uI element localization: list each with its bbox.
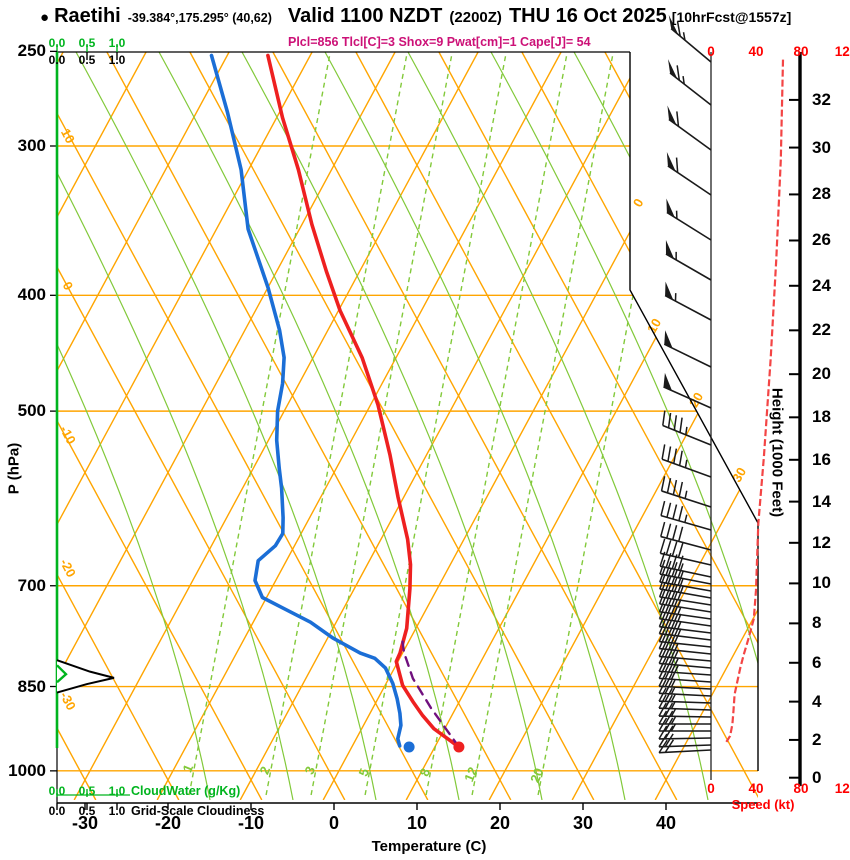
skewt-grid xyxy=(57,52,758,800)
cloudiness-scale-top: 0.5 xyxy=(78,53,96,67)
pressure-tick-label: 400 xyxy=(17,285,46,305)
height-tick-label: 24 xyxy=(812,275,831,295)
cloudiness-scale-bottom: 0.5 xyxy=(78,804,96,818)
height-tick-label: 2 xyxy=(812,729,822,749)
speed-tick-label-bottom: 40 xyxy=(748,781,764,796)
mixing-ratio-label: 20 xyxy=(527,766,546,785)
cloudiness-profile xyxy=(56,659,115,694)
height-tick-label: 12 xyxy=(812,532,831,552)
cloudiness-scale-bottom: 0.0 xyxy=(48,804,66,818)
height-tick-label: 6 xyxy=(812,652,822,672)
height-tick-label: 16 xyxy=(812,449,831,469)
cloudwater-legend: CloudWater (g/Kg) xyxy=(131,784,241,798)
height-tick-label: 30 xyxy=(812,137,831,157)
wind-speed-curve xyxy=(724,59,785,744)
cloudwater-scale-bottom: 0.5 xyxy=(78,784,96,798)
station-name: Raetihi xyxy=(54,5,121,27)
isotherm-label: 10 xyxy=(644,316,664,336)
valid-date: THU 16 Oct 2025 xyxy=(508,5,667,27)
temp-tick-label: -10 xyxy=(237,813,264,833)
mixing-ratio-label: 12 xyxy=(461,765,480,784)
temp-tick-label: 0 xyxy=(328,813,339,833)
cloudwater-scale-top: 0.5 xyxy=(78,36,96,50)
cloudwater-scale-top: 0.0 xyxy=(48,36,66,50)
pressure-tick-label: 250 xyxy=(17,41,46,61)
surface-temperature-dot xyxy=(453,741,465,753)
height-tick-label: 10 xyxy=(812,573,831,593)
station-bullet-icon: ● xyxy=(40,9,50,26)
surface-dewpoint-dot xyxy=(403,741,415,753)
height-tick-label: 26 xyxy=(812,230,831,250)
forecast-note: [10hrFcst@1557z] xyxy=(671,9,792,25)
speed-tick-label-top: 0 xyxy=(707,44,715,59)
cloudwater-scale-bottom: 0.0 xyxy=(48,784,66,798)
mixing-ratio-label: 3 xyxy=(302,764,319,776)
speed-tick-label-bottom: 80 xyxy=(793,781,809,796)
temperature-axis-label: Temperature (C) xyxy=(371,838,487,855)
height-tick-label: 8 xyxy=(812,613,822,633)
pressure-tick-label: 500 xyxy=(17,401,46,421)
station-coords: -39.384°,175.295° (40,62) xyxy=(127,11,272,25)
height-tick-label: 32 xyxy=(812,89,831,109)
wind-barbs xyxy=(658,14,712,754)
mixing-ratio-label: 2 xyxy=(257,764,274,776)
pressure-tick-label: 1000 xyxy=(8,760,46,780)
pressure-tick-label: 850 xyxy=(17,676,46,696)
height-tick-label: 4 xyxy=(812,691,822,711)
pressure-axis-label: P (hPa) xyxy=(5,442,23,495)
parcel-path-curve xyxy=(401,638,461,749)
speed-tick-label-top: 40 xyxy=(748,44,764,59)
speed-tick-label-top: 120 xyxy=(834,44,850,59)
chart-title: ● Raetihi -39.384°,175.295° (40,62) Vali… xyxy=(40,5,791,28)
valid-time: Valid 1100 NZDT xyxy=(287,5,443,27)
temp-tick-label: 10 xyxy=(406,813,428,833)
dry-adiabat-label: -20 xyxy=(57,556,79,580)
height-axis-label: Height (1000 Feet) xyxy=(768,387,786,518)
height-tick-label: 20 xyxy=(812,364,831,384)
height-tick-label: 0 xyxy=(812,767,822,787)
speed-tick-label-bottom: 0 xyxy=(707,781,715,796)
temp-tick-label: 20 xyxy=(489,813,511,833)
speed-axis-label: Speed (kt) xyxy=(731,797,795,812)
temp-tick-label: 40 xyxy=(655,813,677,833)
pressure-tick-label: 300 xyxy=(17,136,46,155)
cloudiness-scale-bottom: 1.0 xyxy=(108,804,126,818)
valid-time-utc: (2200Z) xyxy=(449,9,502,26)
dry-adiabat-label: 10 xyxy=(58,126,78,146)
height-tick-label: 28 xyxy=(812,184,831,204)
isotherm-label: 0 xyxy=(630,196,647,210)
cloudwater-scale-bottom: 1.0 xyxy=(108,784,126,798)
speed-tick-label-bottom: 120 xyxy=(834,781,850,796)
cloudwater-scale-top: 1.0 xyxy=(108,36,126,50)
dewpoint-curve xyxy=(209,53,403,748)
cloudiness-scale-top: 0.0 xyxy=(48,53,66,67)
cloudiness-legend: Grid-Scale Cloudiness xyxy=(131,804,265,818)
stability-indices: Plcl=856 Tlcl[C]=3 Shox=9 Pwat[cm]=1 Cap… xyxy=(288,35,591,49)
cloudiness-scale-top: 1.0 xyxy=(108,53,126,67)
pressure-tick-label: 700 xyxy=(17,575,46,595)
height-tick-label: 18 xyxy=(812,407,831,427)
mixing-ratio-label: 1 xyxy=(180,762,197,774)
temp-tick-label: 30 xyxy=(572,813,594,833)
height-tick-label: 22 xyxy=(812,320,831,340)
height-tick-label: 14 xyxy=(812,491,831,511)
isotherm-label: 20 xyxy=(686,390,706,410)
temp-tick-label: -30 xyxy=(71,813,98,833)
temp-tick-label: -20 xyxy=(154,813,181,833)
temperature-curve xyxy=(266,53,461,749)
speed-tick-label-top: 80 xyxy=(793,44,809,59)
dry-adiabat-label: 0 xyxy=(60,279,77,292)
